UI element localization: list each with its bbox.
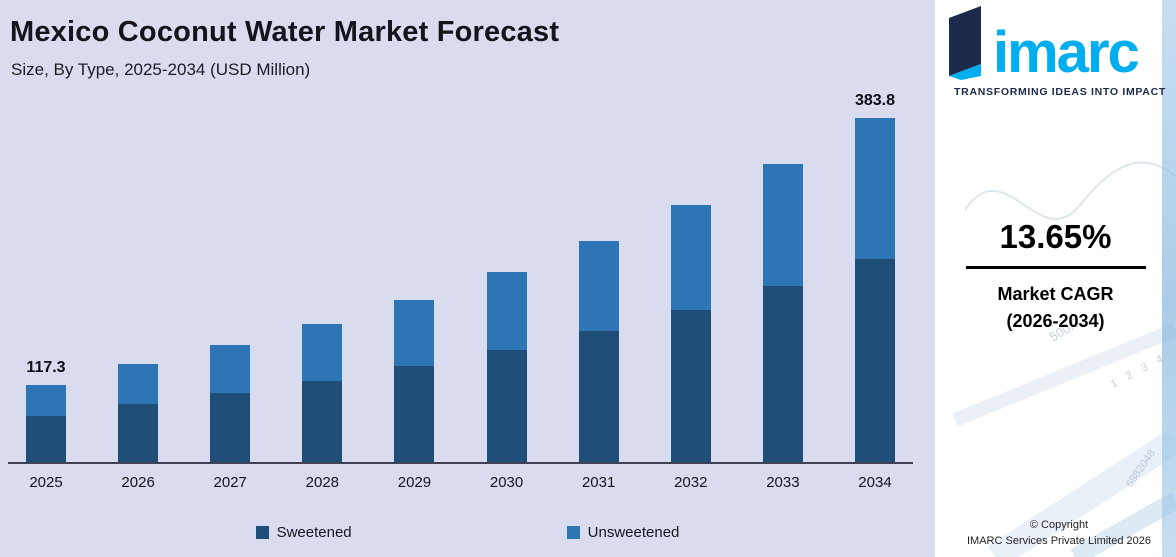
- bar-segment-unsweetened-2026: [118, 364, 159, 405]
- x-axis-label-2028: 2028: [305, 474, 340, 491]
- copyright-line2: IMARC Services Private Limited 2026: [966, 534, 1151, 547]
- bar-segment-sweetened-2027: [210, 393, 251, 462]
- cagr-value: 13.65%: [999, 218, 1112, 255]
- bar-segment-unsweetened-2033: [762, 164, 803, 287]
- imarc-logo-icon: [949, 6, 981, 80]
- copyright: © Copyright IMARC Services Private Limit…: [946, 518, 1172, 549]
- bar-segment-unsweetened-2025: [26, 384, 66, 417]
- bar-group-2030: 2030: [486, 272, 527, 491]
- legend-item-sweetened: Sweetened: [255, 524, 352, 541]
- x-axis-label-2025: 2025: [29, 474, 63, 491]
- imarc-logo: imarc: [935, 0, 1176, 85]
- cagr-underline: [965, 266, 1146, 269]
- bar-chart-plot: 117.3 2025 2026 2027 2028 2029 2030 2031 2032 203…: [8, 92, 913, 491]
- x-axis-label-2034: 2034: [858, 474, 892, 491]
- x-axis-label-2031: 2031: [581, 474, 616, 491]
- brand-panel: 500.0 1 2 3 4 6882048 imarc TRANSFORMING…: [935, 0, 1176, 557]
- imarc-tagline: TRANSFORMING IDEAS INTO IMPACT: [954, 86, 1166, 98]
- bar-segment-unsweetened-2031: [578, 240, 619, 332]
- cagr-label: Market CAGR (2026-2034): [935, 281, 1176, 335]
- x-axis-label-2030: 2030: [489, 474, 524, 491]
- cagr-label-line2: (2026-2034): [1006, 311, 1105, 331]
- bar-segment-unsweetened-2030: [486, 272, 527, 350]
- bar-segment-unsweetened-2027: [210, 345, 251, 394]
- page-title: Mexico Coconut Water Market Forecast: [10, 16, 560, 48]
- bar-group-2027: 2027: [210, 345, 251, 491]
- bar-segment-unsweetened-2032: [670, 204, 711, 311]
- bar-group-2025: 117.3 2025: [26, 359, 66, 491]
- x-axis-label-2029: 2029: [397, 474, 432, 491]
- bar-chart: 117.3 2025 2026 2027 2028 2029 2030 2031 2032 203…: [8, 92, 913, 491]
- bar-group-2029: 2029: [394, 299, 435, 491]
- chart-panel: Mexico Coconut Water Market Forecast Siz…: [0, 0, 935, 557]
- bar-segment-sweetened-2029: [394, 366, 435, 462]
- x-axis-label-2032: 2032: [674, 474, 708, 491]
- copyright-line1: © Copyright: [1029, 519, 1089, 532]
- total-value-label-2025: 117.3: [26, 358, 66, 376]
- bar-group-2031: 2031: [578, 240, 619, 491]
- bar-segment-sweetened-2030: [486, 349, 527, 462]
- cagr-label-line1: Market CAGR: [997, 284, 1114, 304]
- bar-segment-sweetened-2026: [118, 404, 159, 462]
- chart-subtitle: Size, By Type, 2025-2034 (USD Million): [11, 60, 311, 79]
- legend-item-unsweetened: Unsweetened: [566, 524, 680, 541]
- bar-segment-unsweetened-2029: [394, 299, 435, 367]
- legend-label-unsweetened: Unsweetened: [587, 524, 680, 541]
- bar-segment-sweetened-2032: [670, 310, 711, 462]
- cagr-block: 13.65% Market CAGR (2026-2034): [935, 218, 1176, 335]
- legend-label-sweetened: Sweetened: [276, 524, 352, 541]
- bar-group-2034: 383.8 2034: [854, 92, 895, 491]
- bar-group-2033: 2033: [762, 164, 803, 491]
- bar-segment-unsweetened-2034: [854, 118, 895, 260]
- bar-segment-sweetened-2028: [302, 380, 343, 462]
- legend-swatch-unsweetened: [566, 526, 580, 539]
- bar-segment-unsweetened-2028: [302, 323, 343, 381]
- total-value-label-2034: 383.8: [854, 92, 896, 110]
- bar-group-2026: 2026: [118, 364, 159, 491]
- x-axis-label-2026: 2026: [121, 474, 155, 491]
- bar-segment-sweetened-2033: [762, 286, 803, 462]
- bar-group-2028: 2028: [302, 323, 343, 491]
- x-axis-label-2027: 2027: [213, 474, 247, 491]
- decorative-number: 6882048: [1124, 448, 1158, 490]
- bar-group-2032: 2032: [670, 204, 711, 491]
- bar-segment-sweetened-2031: [578, 331, 619, 462]
- decorative-edge-band: [1162, 0, 1176, 557]
- chart-legend: Sweetened Unsweetened: [0, 524, 935, 541]
- legend-swatch-sweetened: [255, 526, 269, 539]
- bar-segment-sweetened-2034: [854, 259, 895, 462]
- bar-segment-sweetened-2025: [26, 416, 66, 462]
- decorative-number: 1 2 3 4: [1109, 351, 1169, 391]
- imarc-wordmark: imarc: [993, 19, 1140, 85]
- x-axis-label-2033: 2033: [766, 474, 800, 491]
